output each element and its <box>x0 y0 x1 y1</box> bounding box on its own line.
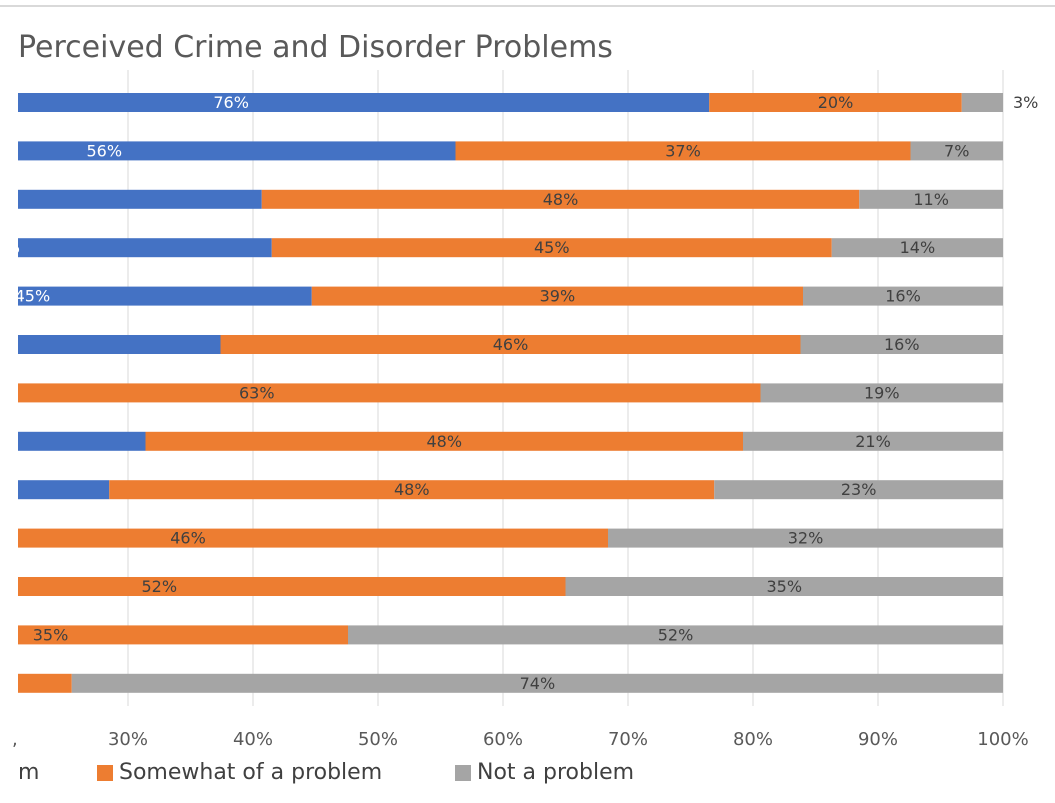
bar-segment <box>18 189 262 209</box>
data-label: 19% <box>864 383 900 402</box>
bar-segment <box>743 431 1003 451</box>
data-label: 56% <box>86 141 122 160</box>
legend-label-not: Not a problem <box>477 760 635 785</box>
data-label: 46% <box>493 335 529 354</box>
x-tick-label: 40% <box>233 729 273 750</box>
data-label: 21% <box>855 432 891 451</box>
top-border <box>0 5 1055 7</box>
x-tick-label-partial: , <box>12 729 18 750</box>
bar-segment <box>831 238 1003 258</box>
data-label: 7% <box>944 141 969 160</box>
data-label: 37% <box>665 141 701 160</box>
bar-segment <box>348 625 1003 645</box>
bar-segment <box>18 335 221 354</box>
bar-segment <box>311 286 803 306</box>
x-tick-labels: 30% 40% 50% 60% 70% 80% 90% 100%, <box>12 729 1029 750</box>
bar-segment <box>18 480 110 500</box>
bar-segment <box>608 528 1003 548</box>
bar-segment <box>261 189 860 209</box>
data-label: 14% <box>900 238 936 257</box>
bar-segment <box>859 189 1003 209</box>
bar-segment <box>71 673 1003 693</box>
x-tick-label: 50% <box>358 729 398 750</box>
bar-segment <box>18 93 710 112</box>
data-label: 23% <box>841 480 877 499</box>
legend-item-partial: m <box>18 760 39 785</box>
data-label: 48% <box>426 432 462 451</box>
bar-segment <box>18 238 272 258</box>
data-label: 74% <box>520 674 556 693</box>
data-label: 20% <box>818 93 854 112</box>
bar-segment <box>18 286 312 306</box>
x-tick-label: 90% <box>858 729 898 750</box>
bar-segment <box>961 93 1003 112</box>
bar-segment <box>800 335 1003 354</box>
x-tick-label: 70% <box>608 729 648 750</box>
bar-segment <box>220 335 801 354</box>
data-label: 16% <box>885 287 921 306</box>
legend: m Somewhat of a problem Not a problem <box>0 760 1055 790</box>
bar-segment <box>18 431 146 451</box>
data-label: 52% <box>141 577 177 596</box>
bar-segment <box>18 383 761 403</box>
bar-segment <box>714 480 1003 500</box>
data-label: 45% <box>534 238 570 257</box>
data-label: 3% <box>1013 93 1038 112</box>
legend-label-partial: m <box>18 760 40 785</box>
bar-segment <box>760 383 1003 403</box>
bar-segment <box>109 480 715 500</box>
data-label: 16% <box>884 335 920 354</box>
bar-segment <box>145 431 743 451</box>
data-label: 48% <box>394 480 430 499</box>
bar-segment <box>18 673 72 693</box>
data-label: 52% <box>658 625 694 644</box>
legend-swatch-not <box>455 764 471 781</box>
bar-segment <box>18 528 608 548</box>
x-tick-label: 80% <box>733 729 773 750</box>
bar-segment <box>565 577 1003 596</box>
data-label: 35% <box>766 577 802 596</box>
data-label: 46% <box>170 529 206 548</box>
x-tick-label: 60% <box>483 729 523 750</box>
data-labels: 76%20%3%56%37%7%%48%11%%45%14%45%39%16%4… <box>0 70 1038 710</box>
data-label: 39% <box>540 287 576 306</box>
legend-item-somewhat: Somewhat of a problem <box>97 760 382 785</box>
data-label: 32% <box>788 529 824 548</box>
data-label: 48% <box>543 190 579 209</box>
chart-title: Perceived Crime and Disorder Problems <box>18 30 613 65</box>
bar-segment <box>18 625 348 645</box>
data-label: 76% <box>213 93 249 112</box>
bar-segment <box>18 141 456 161</box>
data-label: 11% <box>913 190 949 209</box>
bar-segment <box>910 141 1003 161</box>
legend-item-not: Not a problem <box>455 760 634 785</box>
x-tick-label: 100% <box>977 729 1028 750</box>
bar-segment <box>18 577 566 596</box>
bar-segments <box>18 93 1003 693</box>
bar-segment <box>803 286 1003 306</box>
legend-label-somewhat: Somewhat of a problem <box>119 760 383 785</box>
x-tick-label: 30% <box>108 729 148 750</box>
bar-segment <box>709 93 962 112</box>
data-label: 63% <box>239 383 275 402</box>
crop-mask <box>0 70 18 710</box>
bar-segment <box>271 238 832 258</box>
legend-swatch-somewhat <box>97 764 113 781</box>
data-label: 35% <box>33 625 69 644</box>
bar-segment <box>455 141 911 161</box>
data-label: 45% <box>15 287 51 306</box>
